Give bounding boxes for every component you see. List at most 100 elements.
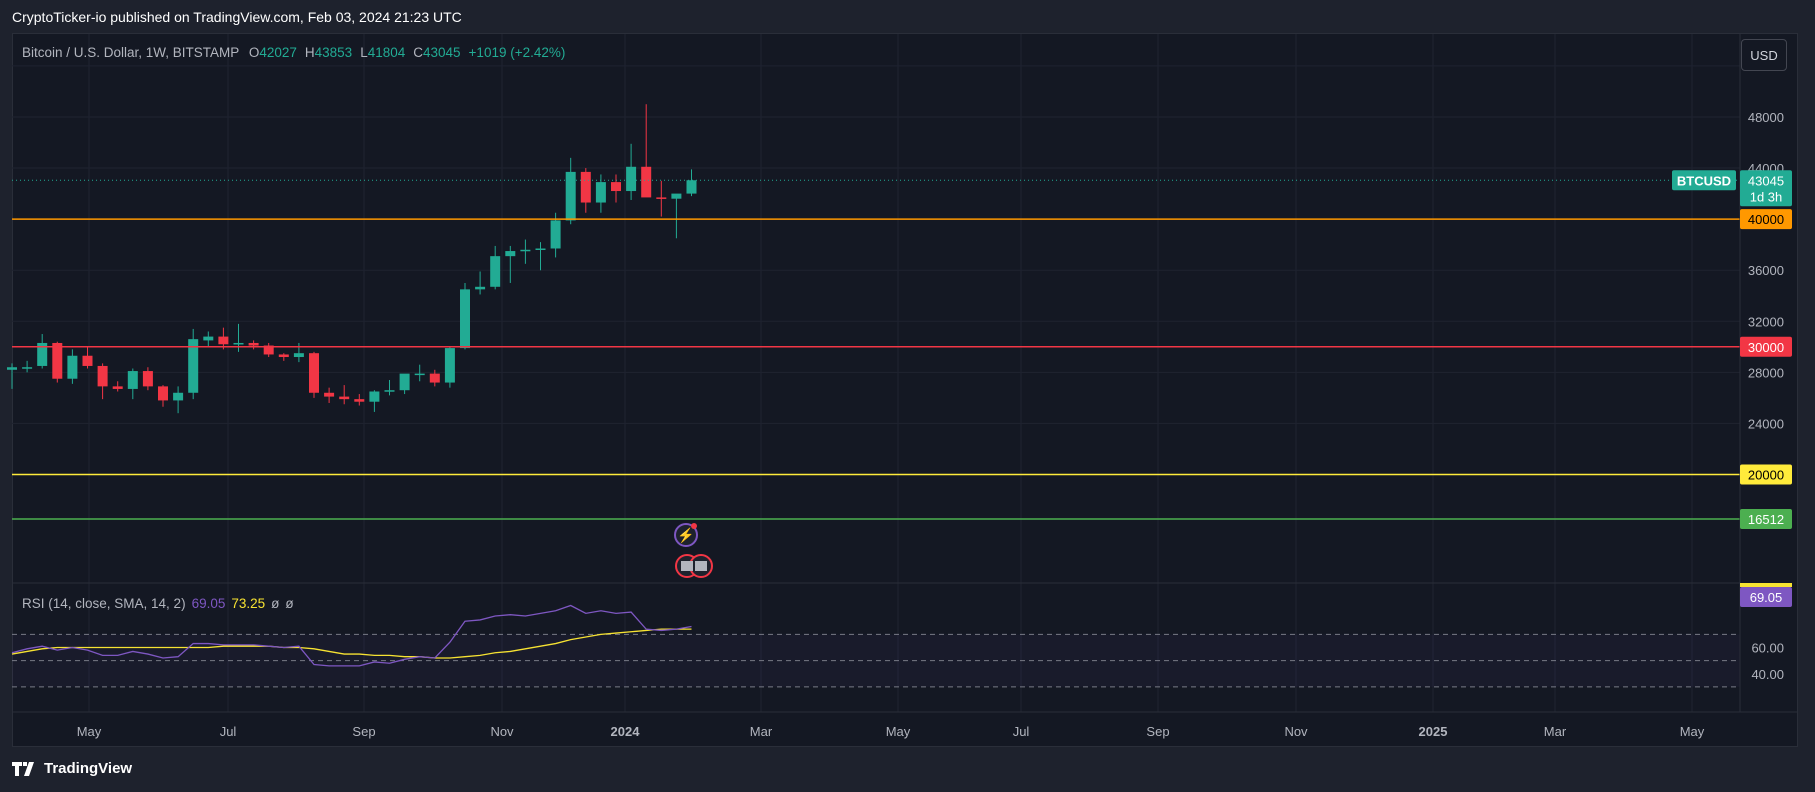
candle-body: [414, 373, 425, 376]
us-flag-body: [695, 561, 707, 571]
candle-body: [520, 249, 531, 252]
y-tick-label: 32000: [1748, 314, 1784, 329]
candle-body: [339, 396, 350, 400]
candle-body: [429, 373, 440, 383]
candle-body: [671, 193, 682, 199]
change-value: +1019 (+2.42%): [468, 45, 566, 60]
ticker-tag: [1672, 170, 1736, 191]
candle-body: [52, 342, 63, 379]
high-label: H: [304, 45, 315, 60]
price-level-tag-label: 20000: [1748, 467, 1784, 482]
rsi-extra-1: ø: [271, 596, 280, 611]
candle-body: [248, 342, 259, 346]
candle-body: [37, 342, 48, 366]
currency-button[interactable]: USD: [1741, 39, 1787, 71]
x-tick-label: Jul: [220, 724, 237, 739]
candles: [7, 104, 697, 414]
rsi-pane: 60.00 40.00: [11, 582, 1784, 688]
candle-body: [324, 392, 335, 397]
candle-body: [656, 197, 667, 199]
rsi-sma-tag: [1740, 583, 1792, 587]
y-tick-label: 36000: [1748, 263, 1784, 278]
price-level-tag: [1740, 464, 1792, 485]
candle-body: [399, 373, 410, 391]
price-level-tag-label: 40000: [1748, 212, 1784, 227]
brand-name: TradingView: [44, 760, 133, 777]
close-value: 43045: [423, 45, 461, 60]
candle-body: [641, 166, 652, 198]
candle-body: [142, 371, 153, 387]
candle-body: [218, 336, 229, 345]
close-label: C: [413, 45, 423, 60]
candle-body: [505, 251, 516, 257]
candle-body: [233, 342, 244, 345]
x-tick-label: Nov: [1284, 724, 1308, 739]
candle-body: [22, 367, 33, 369]
axes: May Jul Sep Nov 2024 Mar May Jul Sep Nov 2025 Mar Ma…: [12, 34, 1797, 739]
candle-body: [611, 182, 621, 192]
candle-body: [82, 355, 93, 366]
symbol-name[interactable]: Bitcoin / U.S. Dollar, 1W, BITSTAMP: [22, 45, 240, 60]
rsi-tick-label: 60.00: [1751, 641, 1784, 656]
price-level-tag: [1740, 209, 1792, 230]
candle-body: [67, 355, 78, 379]
price-level-tag-label: 16512: [1748, 512, 1784, 527]
candle-body: [203, 336, 214, 341]
x-tick-label: Sep: [1146, 724, 1169, 739]
candle-body: [293, 353, 304, 358]
published-text: CryptoTicker-io published on TradingView…: [12, 9, 462, 25]
countdown-label: 1d 3h: [1750, 189, 1783, 204]
rsi-extra-2: ø: [285, 596, 294, 611]
lightning-icon-glyph: ⚡: [677, 527, 694, 544]
candle-body: [580, 171, 591, 203]
candle-body: [278, 354, 289, 358]
rsi-value-tag: [1740, 587, 1792, 607]
tradingview-logo[interactable]: TradingView: [12, 760, 132, 777]
candle-body: [188, 339, 199, 393]
price-level-tag: [1740, 509, 1792, 530]
rsi-label[interactable]: RSI (14, close, SMA, 14, 2): [22, 596, 186, 611]
candle-body: [97, 365, 108, 387]
x-tick-label: May: [886, 724, 911, 739]
candle-body: [309, 353, 319, 393]
low-label: L: [360, 45, 368, 60]
horizontal-lines: [12, 179, 1740, 520]
x-tick-label: Mar: [1544, 724, 1567, 739]
price-level-tag-label: 30000: [1748, 340, 1784, 355]
candle-body: [460, 289, 470, 349]
candle-body: [112, 386, 123, 389]
rsi-line: [11, 604, 692, 667]
x-tick-label: Nov: [490, 724, 514, 739]
price-level-tag: [1740, 336, 1792, 357]
candle-body: [263, 345, 274, 355]
open-value: 42027: [259, 45, 297, 60]
x-tick-label: Jul: [1013, 724, 1030, 739]
x-tick-label: May: [77, 724, 102, 739]
candle-body: [173, 392, 184, 401]
x-tick-label: 2025: [1419, 724, 1448, 739]
x-tick-label: May: [1680, 724, 1705, 739]
high-value: 43853: [314, 45, 353, 60]
candle-body: [369, 391, 380, 402]
candle-body: [475, 286, 486, 290]
rsi-sma-line: [11, 628, 692, 659]
notification-dot: [691, 523, 697, 529]
y-tick-label: 48000: [1748, 110, 1784, 125]
ticker-tag-label: BTCUSD: [1677, 173, 1731, 188]
candle-body: [127, 371, 138, 389]
rsi-tick-label: 40.00: [1751, 667, 1784, 682]
candle-body: [626, 166, 637, 192]
rsi-value-tag-label: 69.05: [1750, 590, 1783, 605]
rsi-value: 69.05: [191, 596, 226, 611]
x-tick-label: 2024: [611, 724, 641, 739]
candle-body: [490, 256, 501, 287]
current-price-tag: [1740, 170, 1792, 207]
lightning-icon: [674, 523, 698, 547]
candle-body: [595, 182, 606, 203]
candle-body: [686, 180, 697, 194]
candle-body: [158, 386, 168, 401]
candle-body: [444, 348, 455, 383]
y-tick-label: 24000: [1748, 416, 1784, 431]
